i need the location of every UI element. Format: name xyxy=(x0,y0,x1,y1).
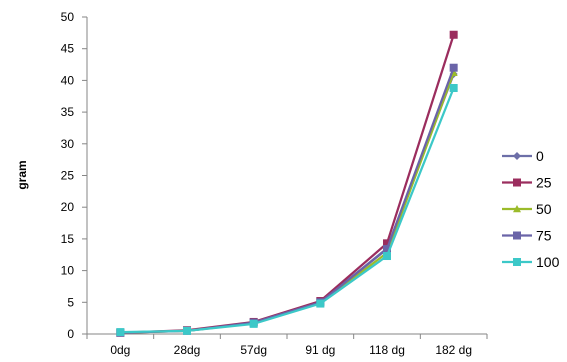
series-line xyxy=(120,67,455,334)
data-point xyxy=(513,231,521,240)
data-point xyxy=(116,328,125,337)
y-tick-label: 30 xyxy=(61,137,75,151)
series-100 xyxy=(116,84,458,337)
data-point xyxy=(513,178,521,187)
y-tick-label: 15 xyxy=(61,232,75,246)
data-point xyxy=(383,239,391,248)
data-point xyxy=(513,258,521,266)
series-50 xyxy=(116,68,458,336)
y-tick-label: 20 xyxy=(61,200,75,214)
y-tick-label: 45 xyxy=(61,42,75,56)
x-tick-label: 28dg xyxy=(174,343,201,357)
data-point xyxy=(449,30,458,39)
x-tick-label: 57dg xyxy=(240,343,267,357)
y-tick-label: 5 xyxy=(67,295,74,309)
legend-item: 50 xyxy=(502,201,552,217)
data-point xyxy=(249,319,258,328)
series-25 xyxy=(116,30,458,337)
legend-label: 75 xyxy=(536,228,552,244)
legend-label: 100 xyxy=(536,254,560,270)
data-point xyxy=(183,326,191,335)
axes xyxy=(86,17,487,335)
series-line xyxy=(120,34,455,334)
data-point xyxy=(449,84,458,93)
y-tick-label: 0 xyxy=(67,327,74,341)
y-tick-label: 50 xyxy=(61,10,75,24)
legend: 0 25 50 75 100 xyxy=(502,148,560,270)
data-point xyxy=(513,205,521,213)
data-point xyxy=(383,252,391,261)
legend-item: 75 xyxy=(502,228,552,244)
x-tick-label: 182 dg xyxy=(435,343,472,357)
legend-label: 25 xyxy=(536,175,552,191)
x-ticks: 0dg 28dg 57dg 91 dg 118 dg 182 dg xyxy=(86,334,488,357)
series-group xyxy=(116,30,458,337)
x-tick-label: 0dg xyxy=(110,343,130,357)
data-point xyxy=(383,245,391,254)
y-axis-label: gram xyxy=(15,160,29,189)
legend-item: 100 xyxy=(502,254,560,270)
y-tick-label: 25 xyxy=(61,169,75,183)
data-point xyxy=(449,63,458,72)
series-line xyxy=(120,87,455,334)
y-ticks: 0 5 10 15 20 25 30 35 40 45 50 xyxy=(61,10,87,341)
y-tick-label: 10 xyxy=(61,264,75,278)
data-point xyxy=(513,152,521,160)
legend-label: 50 xyxy=(536,201,552,217)
legend-label: 0 xyxy=(536,148,544,164)
legend-item: 0 xyxy=(502,148,544,164)
x-tick-label: 118 dg xyxy=(369,343,405,357)
y-tick-label: 35 xyxy=(61,105,75,119)
data-point xyxy=(316,299,325,308)
y-tick-label: 40 xyxy=(61,73,75,87)
legend-item: 25 xyxy=(502,175,552,191)
x-tick-label: 91 dg xyxy=(305,343,335,357)
